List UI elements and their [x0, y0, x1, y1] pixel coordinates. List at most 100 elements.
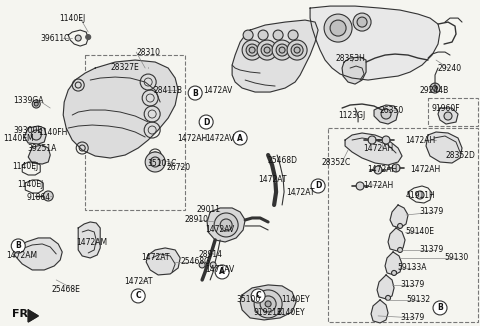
Text: 39251A: 39251A	[27, 143, 57, 153]
Circle shape	[199, 262, 205, 268]
Circle shape	[430, 83, 440, 93]
Text: 28352D: 28352D	[445, 151, 475, 159]
Circle shape	[356, 182, 364, 190]
Circle shape	[233, 131, 247, 145]
Circle shape	[32, 100, 40, 108]
Circle shape	[392, 271, 396, 275]
Circle shape	[242, 40, 262, 60]
Text: 1472AH: 1472AH	[410, 166, 440, 174]
Text: D: D	[315, 182, 321, 190]
Text: 1472AV: 1472AV	[204, 85, 233, 95]
Polygon shape	[385, 252, 402, 275]
Circle shape	[131, 289, 145, 303]
Text: 1140EJ: 1140EJ	[12, 162, 38, 171]
Text: 1140EJ: 1140EJ	[59, 14, 85, 22]
Text: 1472AV: 1472AV	[205, 134, 235, 142]
Bar	[328, 128, 478, 322]
Circle shape	[385, 295, 391, 301]
Text: 31379: 31379	[400, 280, 424, 289]
Polygon shape	[438, 108, 458, 124]
Text: 1472AH: 1472AH	[363, 182, 393, 190]
Polygon shape	[240, 285, 296, 320]
Bar	[85, 55, 185, 210]
Text: 35100: 35100	[236, 295, 260, 304]
Polygon shape	[388, 228, 405, 251]
Text: B: B	[15, 242, 21, 250]
Polygon shape	[78, 222, 100, 258]
Text: 1472AH: 1472AH	[367, 166, 397, 174]
Circle shape	[251, 289, 265, 303]
Text: 29240: 29240	[438, 64, 462, 73]
Circle shape	[357, 17, 367, 27]
Text: 1140FH: 1140FH	[38, 127, 68, 137]
Polygon shape	[207, 208, 245, 242]
Circle shape	[261, 44, 273, 56]
Text: 28327E: 28327E	[111, 63, 140, 71]
Circle shape	[34, 102, 38, 106]
Text: D: D	[203, 117, 209, 126]
Text: 31379: 31379	[400, 313, 424, 322]
Text: B: B	[192, 89, 198, 97]
Text: 28914: 28914	[198, 250, 222, 259]
Circle shape	[199, 115, 213, 129]
Text: 1123GJ: 1123GJ	[338, 111, 366, 120]
Text: 25468D: 25468D	[267, 156, 297, 165]
Text: A: A	[237, 134, 243, 142]
Circle shape	[330, 20, 346, 36]
Text: 91864: 91864	[26, 194, 50, 202]
Circle shape	[258, 30, 268, 40]
Text: A: A	[219, 267, 225, 276]
Text: 28310: 28310	[136, 48, 160, 56]
Text: 26720: 26720	[166, 164, 190, 172]
Circle shape	[220, 219, 232, 231]
Circle shape	[243, 30, 253, 40]
Text: 1472AM: 1472AM	[7, 251, 38, 260]
Polygon shape	[28, 310, 38, 322]
Circle shape	[444, 112, 452, 120]
Text: 59133A: 59133A	[397, 263, 427, 273]
Text: 59132: 59132	[406, 295, 430, 304]
Circle shape	[249, 47, 255, 53]
Circle shape	[246, 44, 258, 56]
Circle shape	[416, 191, 424, 199]
Text: 1472AH: 1472AH	[405, 136, 435, 144]
Polygon shape	[28, 145, 50, 164]
Text: C: C	[135, 291, 141, 301]
Polygon shape	[63, 60, 178, 158]
Circle shape	[214, 213, 238, 237]
Polygon shape	[14, 238, 62, 270]
Text: 39611C: 39611C	[40, 34, 70, 43]
Text: 59130: 59130	[444, 253, 468, 262]
Text: 1339GA: 1339GA	[13, 96, 44, 105]
Polygon shape	[146, 248, 180, 275]
Text: 59140E: 59140E	[406, 228, 434, 236]
Circle shape	[397, 247, 403, 252]
Circle shape	[150, 157, 160, 167]
Text: 1472AT: 1472AT	[286, 188, 314, 198]
Text: 28352C: 28352C	[322, 157, 351, 167]
Circle shape	[288, 30, 298, 40]
Polygon shape	[377, 275, 394, 299]
Text: 1140EY: 1140EY	[281, 295, 310, 304]
Circle shape	[265, 301, 271, 307]
Text: 1472AV: 1472AV	[205, 226, 235, 234]
Circle shape	[264, 47, 270, 53]
Circle shape	[210, 262, 216, 268]
Bar	[428, 98, 478, 126]
Polygon shape	[342, 57, 366, 84]
Text: 41911H: 41911H	[405, 191, 435, 200]
Text: 1472AT: 1472AT	[258, 175, 287, 185]
Circle shape	[188, 86, 202, 100]
Circle shape	[374, 166, 382, 174]
Text: 35101C: 35101C	[147, 158, 177, 168]
Text: 39300E: 39300E	[13, 126, 43, 135]
Text: 29244B: 29244B	[420, 85, 449, 95]
Circle shape	[311, 179, 325, 193]
Circle shape	[11, 239, 25, 253]
Circle shape	[260, 296, 276, 312]
Text: B: B	[437, 304, 443, 312]
Circle shape	[279, 47, 285, 53]
Text: 1140EY: 1140EY	[276, 308, 304, 318]
Polygon shape	[24, 126, 46, 144]
Polygon shape	[345, 133, 402, 165]
